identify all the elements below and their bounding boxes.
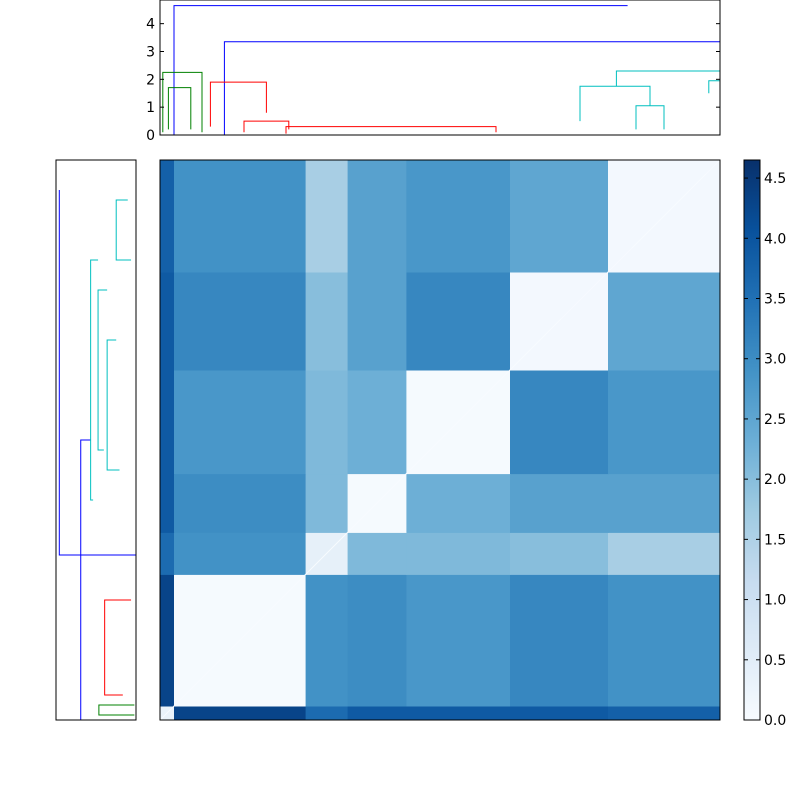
colorbar-tick-label: 0.5 [764,653,786,669]
left-dendrogram-link-cyan [97,289,108,451]
top-dendrogram-link-red [209,81,267,127]
top-dendrogram-link-cyan [579,85,651,122]
heatmap-block-CF [510,532,609,575]
heatmap-block-GC [305,160,349,273]
heatmap-block-BF [510,574,609,707]
heatmap-block-DF [510,473,609,533]
heatmap-block-AF [510,706,609,721]
heatmap-block-CB [174,532,307,575]
heatmap-block-CD [347,532,407,575]
left-dendrogram-links [58,190,136,720]
heatmap-block-GD [347,160,407,273]
top-dendrogram-link-green [162,71,203,133]
heatmap-block-EG [608,370,721,475]
heatmap-block-BA [160,574,175,707]
colorbar-tick-label: 3.0 [764,352,786,368]
colorbar-tick-label: 1.0 [764,593,786,609]
heatmap-block-AB [174,706,307,721]
heatmap-block-GF [510,160,609,273]
left-dendrogram-link-blue [58,190,136,556]
heatmap-block-FE [406,272,511,371]
colorbar-tick-label: 3.5 [764,291,786,307]
left-dendrogram-link-cyan [115,199,132,261]
left-dendrogram-link-blue [80,439,136,720]
heatmap-block-GA [160,160,175,273]
colorbar-tick-label: 2.0 [764,472,786,488]
colorbar-tick-label: 4.0 [764,231,786,247]
heatmap-block-AG [608,706,721,721]
heatmap-block-ED [347,370,407,475]
top-dendrogram-link-green [167,87,192,130]
colorbar: 0.0 0.5 1.0 1.5 2.0 2.5 3.0 3.5 4.0 4.5 [743,159,786,729]
heatmap-block-CA [160,532,175,575]
colorbar-tick-label: 0.0 [764,713,786,729]
heatmap-block-BD [347,574,407,707]
left-dendrogram-link-cyan [90,259,99,501]
heatmap-block-CG [608,532,721,575]
left-dendrogram-frame [55,159,137,721]
top-y-tick-label: 0 [146,128,155,144]
heatmap-block-FG [608,272,721,371]
top-dendrogram-link-red [285,126,497,134]
heatmap-block-DG [608,473,721,533]
top-dendrogram: 0 1 2 3 4 [146,0,800,144]
heatmap-block-GE [406,160,511,273]
heatmap-block-AC [305,706,349,721]
heatmap-block-FC [305,272,349,371]
heatmap-block-FA [160,272,175,371]
top-y-tick-label: 1 [146,100,155,116]
heatmap-block-BC [305,574,349,707]
heatmap-block-EC [305,370,349,475]
top-dendrogram-frame [159,0,721,136]
colorbar-fill [744,160,760,720]
heatmap-block-GB [174,160,307,273]
heatmap-block-DB [174,473,307,533]
heatmap-block-EF [510,370,609,475]
left-dendrogram-link-green [98,704,135,716]
heatmap-block-FD [347,272,407,371]
top-y-tick-label: 2 [146,72,155,88]
left-dendrogram-link-cyan [106,339,120,471]
heatmap-block-EB [174,370,307,475]
top-dendrogram-y-axis: 0 1 2 3 4 [146,17,720,144]
top-dendrogram-link-cyan [635,105,665,130]
top-dendrogram-links [162,5,800,135]
heatmap-block-CE [406,532,511,575]
colorbar-tick-label: 2.5 [764,412,786,428]
colorbar-frame [743,159,761,721]
colorbar-ticks: 0.0 0.5 1.0 1.5 2.0 2.5 3.0 3.5 4.0 4.5 [744,171,786,729]
heatmap-block-DE [406,473,511,533]
top-dendrogram-link-red [243,120,290,133]
heatmap-block-BG [608,574,721,707]
heatmap-block-DC [305,473,349,533]
heatmap-block-DA [160,473,175,533]
colorbar-tick-label: 1.5 [764,532,786,548]
heatmap-diagonal [159,159,721,721]
left-dendrogram [55,159,137,721]
top-dendrogram-link-blue [173,5,628,135]
heatmap [159,159,721,721]
heatmap-frame [159,159,721,721]
left-dendrogram-link-red [104,599,132,696]
top-dendrogram-link-cyan [615,70,720,87]
colorbar-tick-label: 4.5 [764,171,786,187]
heatmap-block-BE [406,574,511,707]
top-y-tick-label: 3 [146,44,155,60]
top-dendrogram-link-blue [223,41,720,135]
heatmap-block-AD [347,706,407,721]
top-dendrogram-link-cyan [708,80,720,94]
top-y-tick-label: 4 [146,17,155,33]
heatmap-block-FB [174,272,307,371]
heatmap-block-AE [406,706,511,721]
top-dendrogram-link-cyan [734,58,800,71]
heatmap-block-EA [160,370,175,475]
